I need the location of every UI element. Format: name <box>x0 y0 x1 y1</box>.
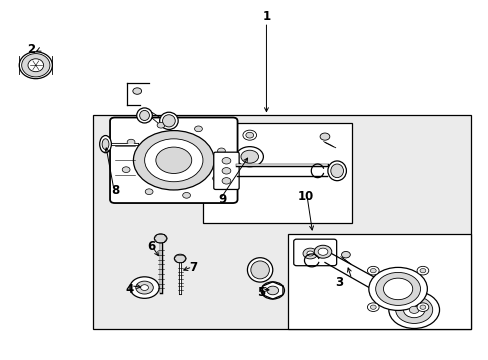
Text: 10: 10 <box>297 190 313 203</box>
Circle shape <box>157 122 164 128</box>
Circle shape <box>368 267 427 310</box>
Ellipse shape <box>250 261 269 279</box>
Circle shape <box>383 278 412 300</box>
Circle shape <box>194 126 202 132</box>
Ellipse shape <box>247 258 272 282</box>
Ellipse shape <box>159 112 178 130</box>
Ellipse shape <box>137 108 152 123</box>
Ellipse shape <box>102 139 109 149</box>
FancyBboxPatch shape <box>110 117 237 203</box>
Text: 2: 2 <box>27 42 35 55</box>
Circle shape <box>222 177 230 184</box>
Circle shape <box>388 291 439 328</box>
Circle shape <box>395 296 432 323</box>
Circle shape <box>174 254 185 263</box>
Circle shape <box>136 281 153 294</box>
Circle shape <box>416 266 428 275</box>
Circle shape <box>241 150 258 163</box>
Circle shape <box>408 306 418 314</box>
Circle shape <box>341 251 349 258</box>
Circle shape <box>314 245 331 258</box>
Bar <box>93 116 470 329</box>
Circle shape <box>369 269 375 273</box>
Text: 5: 5 <box>257 287 265 300</box>
Ellipse shape <box>162 115 175 127</box>
Circle shape <box>366 303 378 311</box>
Circle shape <box>156 147 191 174</box>
Circle shape <box>243 130 256 140</box>
Ellipse shape <box>28 59 43 72</box>
Ellipse shape <box>21 54 50 77</box>
Circle shape <box>318 248 327 255</box>
Ellipse shape <box>330 164 343 177</box>
Ellipse shape <box>100 135 111 153</box>
Text: 9: 9 <box>218 193 226 206</box>
Circle shape <box>261 282 284 299</box>
Circle shape <box>127 139 135 145</box>
Circle shape <box>369 305 375 309</box>
Circle shape <box>419 305 425 309</box>
Polygon shape <box>325 250 417 313</box>
Circle shape <box>236 147 263 167</box>
Text: 7: 7 <box>189 261 197 274</box>
Text: 4: 4 <box>125 283 134 296</box>
Circle shape <box>133 88 142 94</box>
Circle shape <box>222 158 230 164</box>
Ellipse shape <box>140 111 149 121</box>
Bar <box>288 234 470 329</box>
Circle shape <box>145 189 153 194</box>
FancyBboxPatch shape <box>293 239 336 266</box>
Circle shape <box>303 248 317 259</box>
Circle shape <box>217 148 225 154</box>
Circle shape <box>183 193 190 198</box>
Circle shape <box>375 273 420 305</box>
Circle shape <box>320 133 329 140</box>
Circle shape <box>222 168 230 174</box>
Circle shape <box>366 266 378 275</box>
Circle shape <box>144 139 203 182</box>
Text: 6: 6 <box>147 240 156 253</box>
Circle shape <box>266 286 278 295</box>
Bar <box>203 123 351 223</box>
Circle shape <box>154 234 166 243</box>
Circle shape <box>419 269 425 273</box>
Circle shape <box>416 303 428 311</box>
Circle shape <box>403 302 424 318</box>
Circle shape <box>245 132 253 138</box>
Ellipse shape <box>19 52 52 79</box>
Text: 8: 8 <box>111 184 119 197</box>
Text: 1: 1 <box>262 10 270 23</box>
FancyBboxPatch shape <box>213 152 239 189</box>
Circle shape <box>122 167 130 172</box>
Circle shape <box>130 277 159 298</box>
Ellipse shape <box>327 161 346 181</box>
Text: 3: 3 <box>335 276 343 289</box>
Circle shape <box>141 285 148 291</box>
Circle shape <box>212 176 220 181</box>
Circle shape <box>306 251 313 256</box>
Circle shape <box>133 131 214 190</box>
